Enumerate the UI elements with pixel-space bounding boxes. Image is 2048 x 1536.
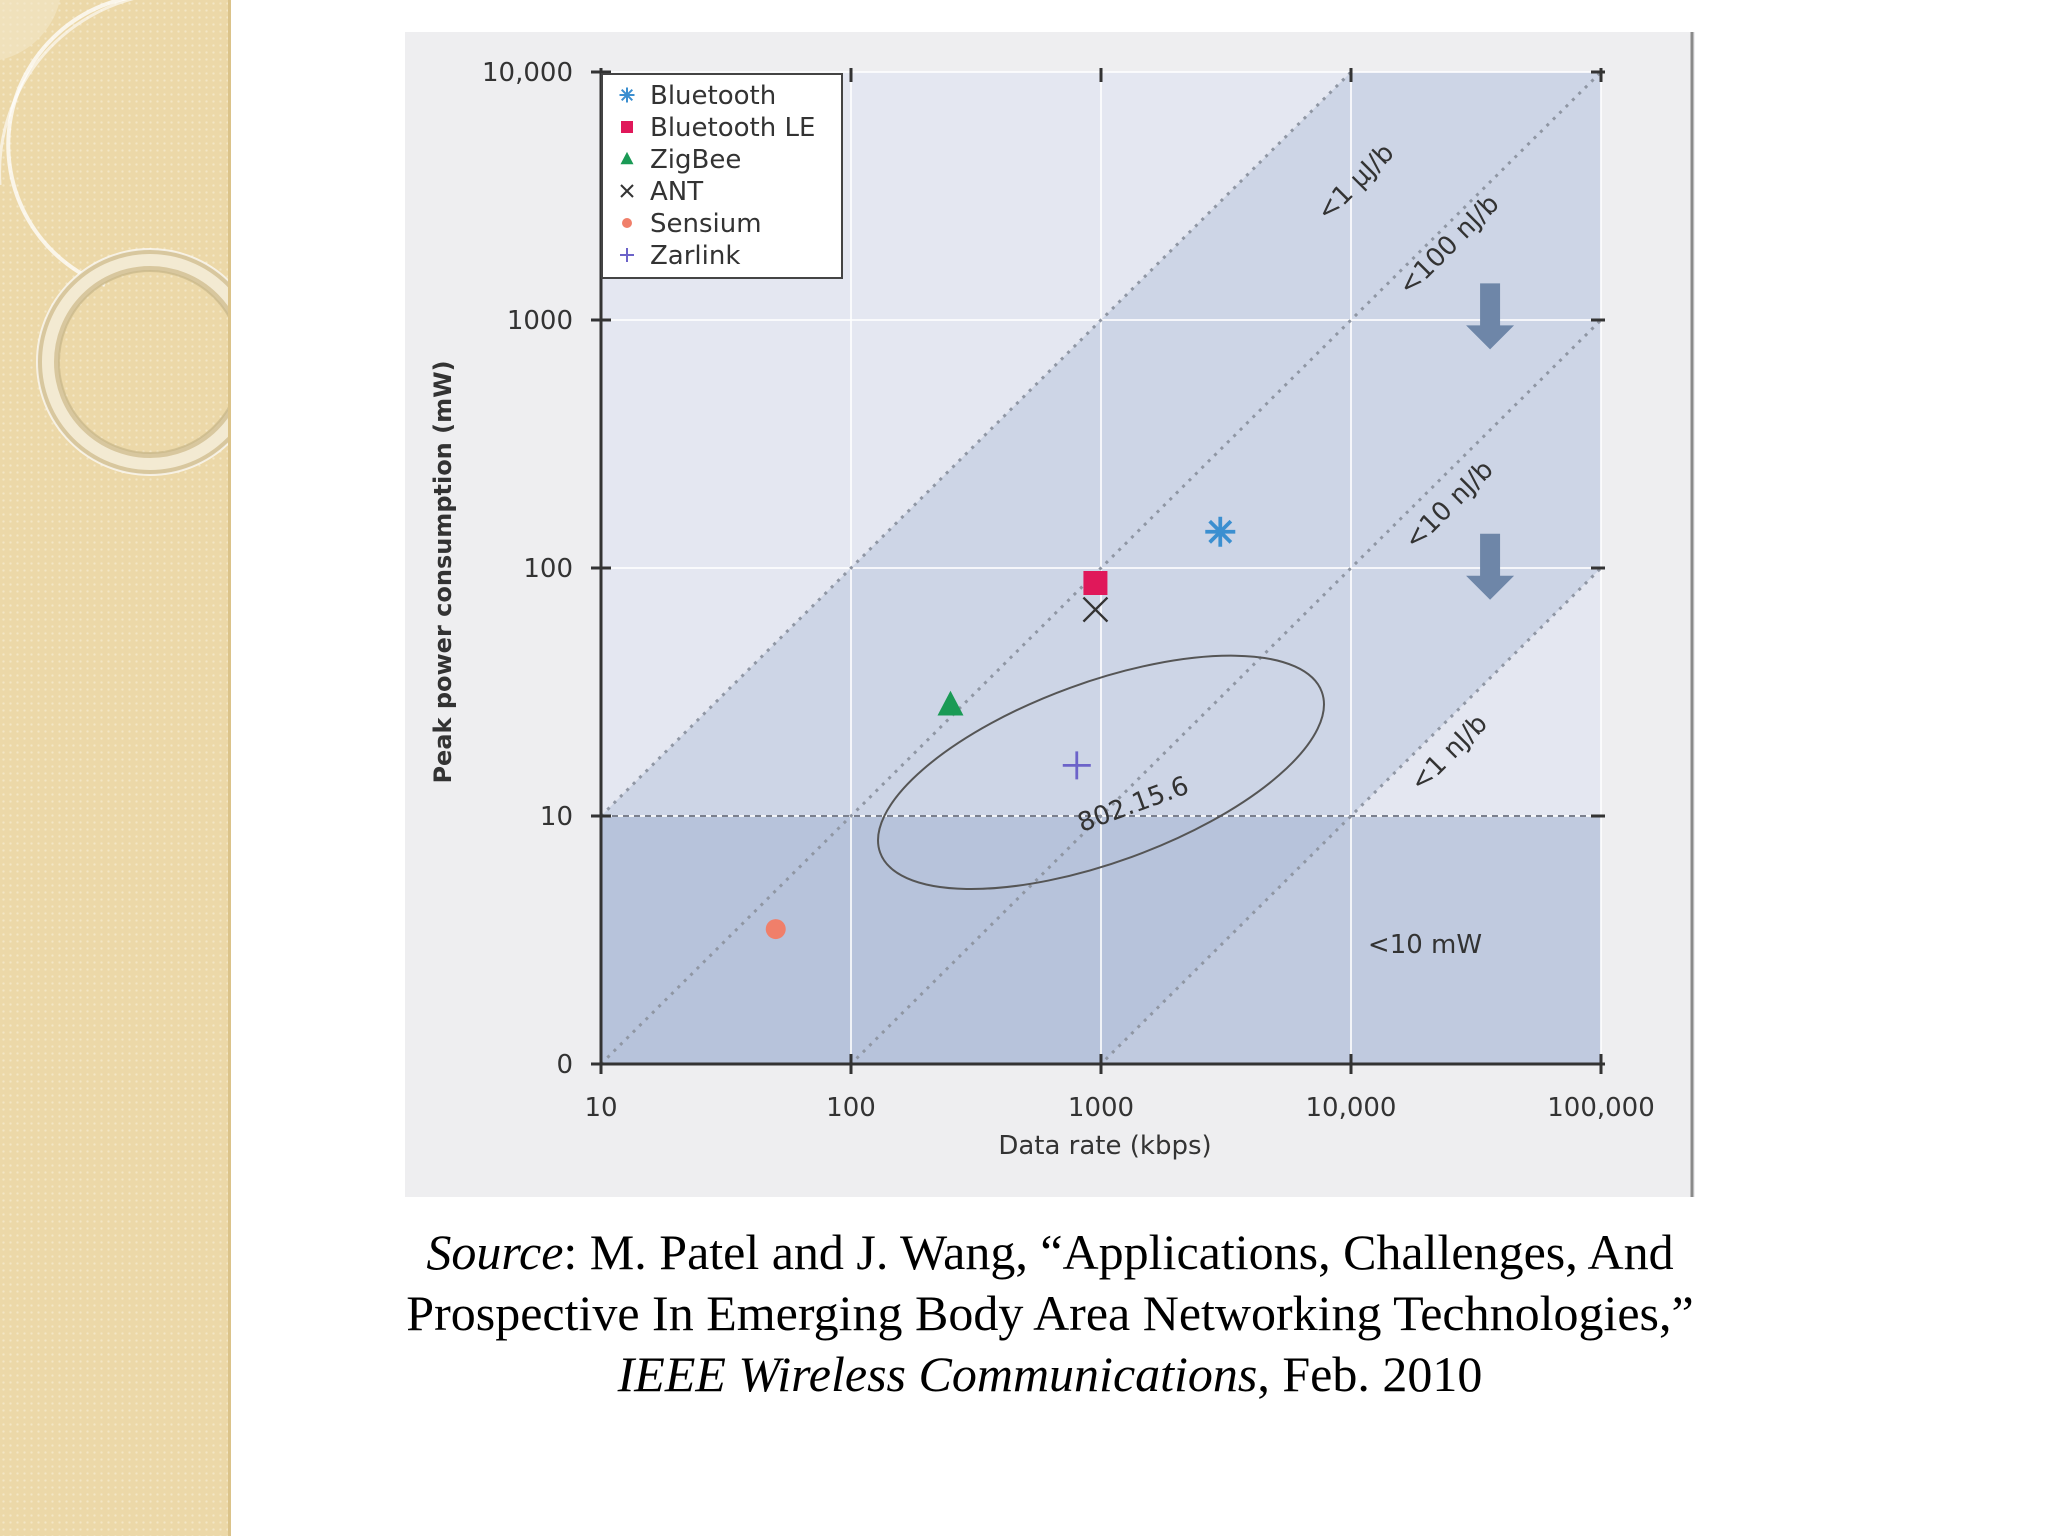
x-axis-label: Data rate (kbps) <box>998 1131 1211 1161</box>
energy-line <box>601 72 1354 818</box>
chart-figure: 10 100 1000 10,000 100,000 0 10 100 1000 10,000 D… <box>405 32 1695 1197</box>
legend-marker <box>621 121 633 133</box>
x-tick-label: 10,000 <box>1306 1093 1397 1123</box>
legend-marker <box>620 184 634 198</box>
y-tick-label: 100 <box>523 554 573 584</box>
source-caption: Source: M. Patel and J. Wang, “Applicati… <box>405 1222 1695 1405</box>
legend-marker <box>622 218 632 228</box>
energy-line <box>601 72 1601 1064</box>
legend-label: ZigBee <box>650 145 741 175</box>
threshold-label: <10 mW <box>1368 930 1482 960</box>
y-axis-label: Peak power consumption (mW) <box>429 360 457 783</box>
decorative-sidebar <box>0 0 231 1536</box>
energy-line <box>848 318 1601 1064</box>
down-arrow <box>1466 533 1515 600</box>
legend-label: Bluetooth LE <box>650 113 815 143</box>
legend-label: ANT <box>650 177 703 207</box>
scatter-chart: 10 100 1000 10,000 100,000 0 10 100 1000 10,000 D… <box>405 32 1695 1197</box>
caption-source-word: Source <box>426 1224 564 1280</box>
x-tick-label: 1000 <box>1068 1093 1134 1123</box>
y-tick-label: 10 <box>540 802 573 832</box>
legend-label: Sensium <box>650 209 762 239</box>
x-tick-label: 100,000 <box>1547 1093 1655 1123</box>
data-point-zigbee <box>937 690 964 716</box>
legend-box <box>601 73 843 279</box>
caption-text-1: : M. Patel and J. Wang, “Applications, C… <box>406 1224 1694 1341</box>
x-tick-label: 10 <box>584 1093 617 1123</box>
data-point-zarlink <box>1062 751 1091 780</box>
standard-ellipse <box>877 654 1325 891</box>
legend-marker <box>619 87 635 103</box>
x-tick-label: 100 <box>826 1093 876 1123</box>
data-point-bluetooth-le <box>1083 570 1108 595</box>
legend-marker <box>620 151 634 165</box>
caption-journal: IEEE Wireless Communications <box>617 1346 1258 1402</box>
caption-text-2: , Feb. 2010 <box>1257 1346 1483 1402</box>
ring-ornament <box>0 0 228 476</box>
y-tick-label: 10,000 <box>482 58 573 88</box>
data-point-sensium <box>765 919 786 940</box>
down-arrow <box>1466 283 1515 350</box>
legend-label: Zarlink <box>650 241 740 271</box>
y-tick-label: 1000 <box>507 306 573 336</box>
legend-label: Bluetooth <box>650 81 776 111</box>
data-point-ant <box>1082 596 1109 623</box>
legend-marker <box>620 248 634 262</box>
data-point-bluetooth <box>1205 516 1236 547</box>
y-tick-label: 0 <box>556 1050 573 1080</box>
